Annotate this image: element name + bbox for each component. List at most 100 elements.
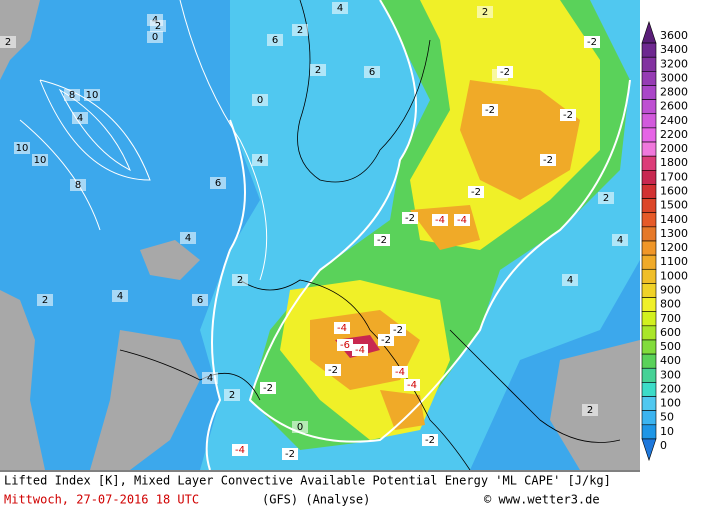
contour-label-box [482,104,498,116]
contour-label-box [584,36,600,48]
legend-swatch [641,353,657,369]
contour-label-box [260,382,276,394]
contour-label-box [432,214,448,226]
legend-swatch [641,170,657,185]
contour-label: 4 [617,235,623,246]
legend-label: 200 [660,382,681,395]
contour-label-box [560,109,576,121]
legend-swatch [641,254,657,270]
legend-swatch [641,99,657,115]
legend-label: 500 [660,340,681,353]
contour-label: -4 [337,323,347,334]
contour-label: 10 [86,90,99,101]
footer-background [0,470,704,513]
legend-swatch [641,141,657,157]
contour-label: -4 [235,445,245,456]
legend-swatch [641,20,657,44]
contour-label-box [454,214,470,226]
contour-label-box [224,389,240,401]
contour-label: -4 [457,215,467,226]
contour-label: 4 [185,233,191,244]
legend-label: 1100 [660,255,688,268]
legend-label: 1600 [660,185,688,198]
contour-label-box [468,186,484,198]
legend-label: 1500 [660,199,688,212]
contour-label-box [202,372,218,384]
contour-label-box [37,294,53,306]
contour-label-box [147,31,163,43]
legend-label: 800 [660,298,681,311]
legend-label: 900 [660,283,681,296]
legend-label: 0 [660,439,667,452]
contour-label-box [70,179,86,191]
contour-label: 6 [215,178,221,189]
contour-label: 2 [42,295,48,306]
contour-label: -2 [263,383,273,394]
contour-label: 8 [75,180,81,191]
contour-label: 6 [197,295,203,306]
legend-label: 3000 [660,71,688,84]
contour-label: 6 [369,67,375,78]
contour-label: -2 [393,325,403,336]
contour-label: 10 [16,143,29,154]
contour-label: -4 [395,367,405,378]
legend-swatch [641,198,657,214]
legend-label: 2000 [660,142,688,155]
footer-title: Lifted Index [K], Mixed Layer Convective… [4,474,611,488]
legend-swatch [641,240,657,256]
contour-label-box [180,232,196,244]
contour-label-box [192,294,208,306]
contour-label: -2 [405,213,415,224]
contour-label-box [402,212,418,224]
legend-label: 100 [660,397,681,410]
contour-label-box [582,404,598,416]
legend-swatch [641,113,657,129]
contour-label-box [325,364,341,376]
contour-label: -2 [285,449,295,460]
contour-label: -2 [485,105,495,116]
contour-label-box [232,274,248,286]
legend-swatch [641,42,657,58]
legend-swatch [641,297,657,312]
contour-label-box [390,324,406,336]
contour-label-box [337,339,353,351]
legend-swatch [641,367,657,383]
legend-label: 10 [660,425,674,438]
contour-label-box [612,234,628,246]
contour-label: 2 [603,193,609,204]
contour-label-box [282,448,298,460]
contour-label: 10 [34,155,47,166]
contour-label: -2 [563,110,573,121]
contour-label-box [598,192,614,204]
contour-label: 2 [5,37,11,48]
contour-label-box [64,89,80,101]
contour-label-box [310,64,326,76]
contour-label: 4 [337,3,343,14]
contour-label: 6 [272,35,278,46]
legend-label: 2200 [660,128,688,141]
contour-label: -2 [328,365,338,376]
contour-label-box [0,36,16,48]
contour-label: -2 [471,187,481,198]
contour-label-box [422,434,438,446]
contour-label-box [150,20,166,32]
contour-label-box [72,112,88,124]
legend-swatch [641,410,657,426]
legend-label: 3200 [660,57,688,70]
contour-label: 2 [229,390,235,401]
legend-swatch [641,424,657,440]
legend-label: 1000 [660,269,688,282]
legend-swatch [641,155,657,171]
footer-site: © www.wetter3.de [484,493,600,507]
contour-label: 2 [237,275,243,286]
contour-label-box [364,66,380,78]
contour-label: 2 [297,25,303,36]
contour-label: 4 [77,113,83,124]
contour-label-box [252,154,268,166]
contour-label: -2 [587,37,597,48]
legend-swatch [641,438,657,462]
contour-label-box [332,2,348,14]
coastlines [119,0,621,471]
